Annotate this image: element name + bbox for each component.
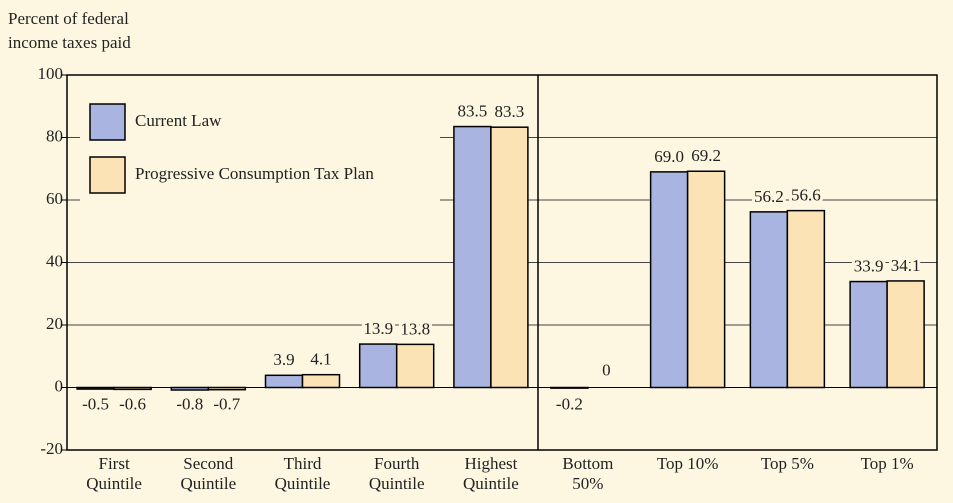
x-tick-label: Third [284, 454, 322, 473]
y-tick-label: 40 [46, 251, 63, 270]
bar [395, 343, 435, 389]
bar [849, 280, 888, 389]
x-tick-label: Quintile [275, 474, 331, 493]
y-tick-label: 100 [38, 64, 64, 83]
y-tick-label: 20 [46, 314, 63, 333]
legend-swatch [89, 156, 126, 194]
x-tick-label: Top 1% [861, 454, 914, 473]
value-label: -0.7 [213, 394, 240, 413]
bar [301, 373, 341, 389]
y-tick-label: -20 [40, 439, 63, 458]
value-label: 69.0 [654, 147, 684, 166]
x-tick-label: Top 10% [657, 454, 719, 473]
y-tick-label: 0 [55, 376, 64, 395]
value-label: 0 [602, 360, 611, 379]
legend-label: Current Law [135, 111, 222, 130]
x-tick-label: Top 5% [761, 454, 814, 473]
value-label: 83.3 [495, 102, 525, 121]
bar [76, 386, 115, 390]
value-label: 83.5 [458, 101, 488, 120]
x-tick-label: Quintile [180, 474, 236, 493]
value-label: 56.2 [754, 187, 784, 206]
y-tick-label: 60 [46, 189, 63, 208]
value-label: 56.6 [791, 186, 821, 205]
x-tick-label: Quintile [86, 474, 142, 493]
bar [490, 126, 529, 389]
value-label: -0.2 [556, 394, 583, 413]
value-label: -0.6 [119, 394, 146, 413]
legend-label: Progressive Consumption Tax Plan [135, 164, 374, 183]
bar [113, 386, 152, 391]
x-tick-label: First [99, 454, 130, 473]
x-tick-label: 50% [572, 474, 603, 493]
value-label: 34.1 [891, 256, 921, 275]
x-tick-label: Highest [464, 454, 517, 473]
x-tick-label: Quintile [463, 474, 519, 493]
value-label: 33.9 [854, 256, 884, 275]
y-axis-label: Percent of federal [8, 9, 129, 28]
value-label: 13.8 [400, 319, 430, 338]
bar [170, 386, 210, 391]
value-label: 4.1 [310, 350, 331, 369]
bar [686, 170, 726, 389]
y-axis-label: income taxes paid [8, 33, 131, 52]
bar [886, 280, 925, 389]
bar [550, 386, 589, 389]
legend-swatch [89, 103, 126, 141]
legend-background [80, 95, 440, 205]
bar [358, 343, 398, 389]
bar [749, 211, 789, 389]
value-label: 69.2 [691, 146, 721, 165]
bar [453, 125, 492, 389]
bar [264, 374, 304, 389]
bar [786, 209, 826, 389]
value-label: -0.8 [176, 394, 203, 413]
x-tick-label: Bottom [562, 454, 613, 473]
x-tick-label: Quintile [369, 474, 425, 493]
bar [207, 386, 247, 391]
bar [649, 171, 689, 389]
x-tick-label: Second [183, 454, 234, 473]
value-label: 3.9 [273, 350, 294, 369]
plot-frame [66, 74, 938, 451]
value-label: -0.5 [82, 394, 109, 413]
value-label: 13.9 [363, 319, 393, 338]
y-tick-label: 80 [46, 126, 63, 145]
x-tick-label: Fourth [374, 454, 420, 473]
